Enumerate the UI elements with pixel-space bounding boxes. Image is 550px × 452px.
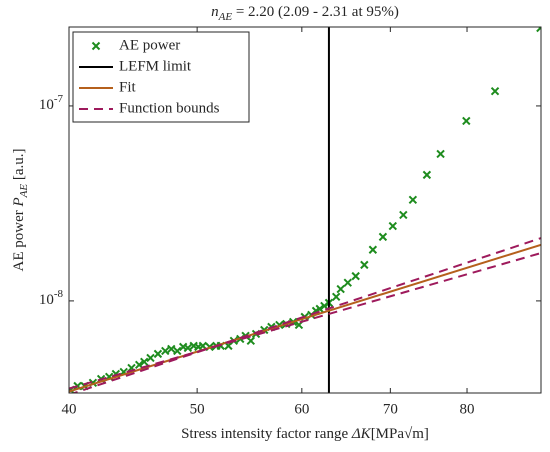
marker [408, 195, 418, 205]
legend-label: Function bounds [119, 100, 220, 116]
legend-label: LEFM limit [119, 58, 192, 74]
marker [490, 86, 500, 96]
marker [315, 304, 324, 314]
marker [399, 210, 408, 220]
legend-label: Fit [119, 79, 137, 95]
title-var: n [211, 4, 219, 20]
marker [331, 292, 341, 301]
x-axis-label: Stress intensity factor range ΔK[MPa√m] [181, 426, 429, 442]
x-label-var: ΔK [351, 426, 372, 442]
y-tick-exponent: -8 [54, 287, 64, 299]
legend-label: AE power [119, 37, 180, 53]
marker [343, 278, 352, 287]
marker [368, 245, 378, 254]
x-tick-label: 70 [383, 401, 398, 417]
marker [536, 27, 541, 33]
y-label-text: AE power [11, 207, 27, 272]
x-label-text: Stress intensity factor range [181, 426, 352, 442]
y-tick-label: 10-7 [39, 92, 64, 113]
marker [91, 41, 101, 51]
plot-content [69, 27, 541, 393]
marker [436, 149, 445, 159]
marker [183, 343, 193, 353]
marker [173, 346, 182, 356]
marker [161, 346, 170, 356]
y-label-unit: [a.u.] [11, 148, 27, 183]
y-label-sub: AE [18, 184, 30, 199]
marker [167, 344, 176, 354]
x-tick-label: 50 [190, 401, 205, 417]
x-label-unit: [MPa√m] [371, 426, 429, 442]
marker [146, 353, 155, 363]
line [69, 252, 541, 390]
chart-title: nAE = 2.20 (2.09 - 2.31 at 95%) [211, 4, 399, 22]
y-tick-label: 10-8 [39, 287, 64, 308]
x-tick-label: 60 [294, 401, 309, 417]
line [71, 237, 541, 393]
marker [388, 221, 398, 231]
x-tick-label: 40 [62, 401, 77, 417]
marker [422, 170, 432, 180]
marker [246, 336, 256, 346]
legend-box [72, 31, 250, 123]
title-rest: = 2.20 (2.09 - 2.31 at 95%) [232, 4, 399, 20]
y-label-var: P [11, 197, 27, 207]
marker [336, 284, 345, 294]
y-tick-base: 10 [39, 292, 54, 308]
line [69, 243, 541, 393]
y-tick-exponent: -7 [54, 92, 64, 104]
marker [351, 271, 360, 281]
x-tick-label: 80 [460, 401, 475, 417]
title-sub: AE [218, 11, 233, 23]
marker [153, 349, 163, 359]
marker [360, 260, 369, 270]
marker [462, 116, 471, 126]
marker [378, 232, 388, 242]
y-tick-base: 10 [39, 97, 54, 113]
axes-box [68, 26, 542, 394]
y-axis-label: AE power PAE [a.u.] [11, 148, 29, 271]
marker [140, 357, 149, 367]
